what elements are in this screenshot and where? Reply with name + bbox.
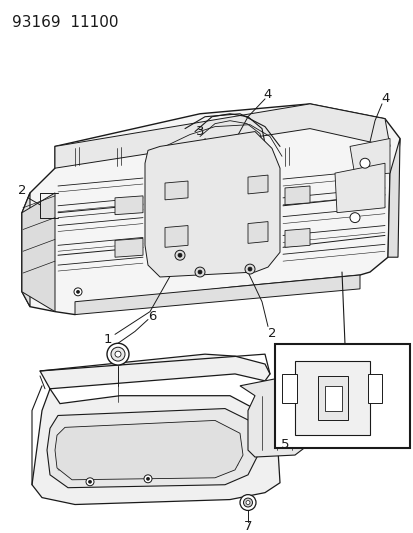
Text: 2: 2: [18, 184, 26, 197]
Polygon shape: [115, 196, 142, 215]
Circle shape: [146, 478, 149, 480]
Text: 4: 4: [381, 92, 389, 106]
Polygon shape: [22, 104, 399, 314]
Circle shape: [240, 495, 255, 511]
Circle shape: [107, 343, 129, 365]
Circle shape: [74, 288, 82, 296]
Text: 5: 5: [280, 438, 289, 451]
Polygon shape: [165, 225, 188, 247]
Circle shape: [178, 253, 182, 257]
Polygon shape: [32, 354, 279, 505]
Polygon shape: [367, 374, 381, 402]
Circle shape: [247, 267, 252, 271]
Text: 1: 1: [104, 333, 112, 346]
Text: 4: 4: [263, 88, 271, 101]
Text: 2: 2: [267, 327, 275, 340]
Polygon shape: [324, 386, 341, 410]
Polygon shape: [281, 374, 296, 402]
Circle shape: [175, 251, 185, 260]
Circle shape: [111, 347, 125, 361]
Polygon shape: [284, 229, 309, 247]
Circle shape: [197, 270, 202, 274]
Circle shape: [244, 264, 254, 274]
Circle shape: [359, 158, 369, 168]
Circle shape: [76, 290, 79, 293]
Circle shape: [195, 267, 204, 277]
Polygon shape: [247, 175, 267, 194]
Circle shape: [243, 498, 252, 507]
Polygon shape: [75, 275, 359, 314]
Polygon shape: [55, 421, 242, 480]
Polygon shape: [22, 193, 55, 312]
Circle shape: [349, 213, 359, 223]
Text: 93169  11100: 93169 11100: [12, 15, 118, 30]
Polygon shape: [294, 361, 369, 435]
Polygon shape: [349, 139, 389, 176]
Polygon shape: [317, 376, 347, 421]
Polygon shape: [55, 104, 389, 168]
Text: 6: 6: [147, 310, 156, 323]
Polygon shape: [240, 374, 311, 457]
Circle shape: [86, 478, 94, 486]
Polygon shape: [145, 132, 279, 277]
Circle shape: [144, 475, 152, 483]
Bar: [274, 344, 409, 448]
Polygon shape: [387, 139, 399, 257]
Circle shape: [245, 500, 249, 505]
Polygon shape: [284, 186, 309, 205]
Polygon shape: [334, 163, 384, 213]
Polygon shape: [165, 181, 188, 200]
Polygon shape: [47, 409, 257, 488]
Polygon shape: [115, 238, 142, 257]
Circle shape: [88, 480, 91, 483]
Circle shape: [115, 351, 121, 357]
Text: 3: 3: [195, 125, 204, 138]
Polygon shape: [247, 222, 267, 244]
Polygon shape: [22, 193, 30, 306]
Text: 7: 7: [243, 520, 252, 533]
